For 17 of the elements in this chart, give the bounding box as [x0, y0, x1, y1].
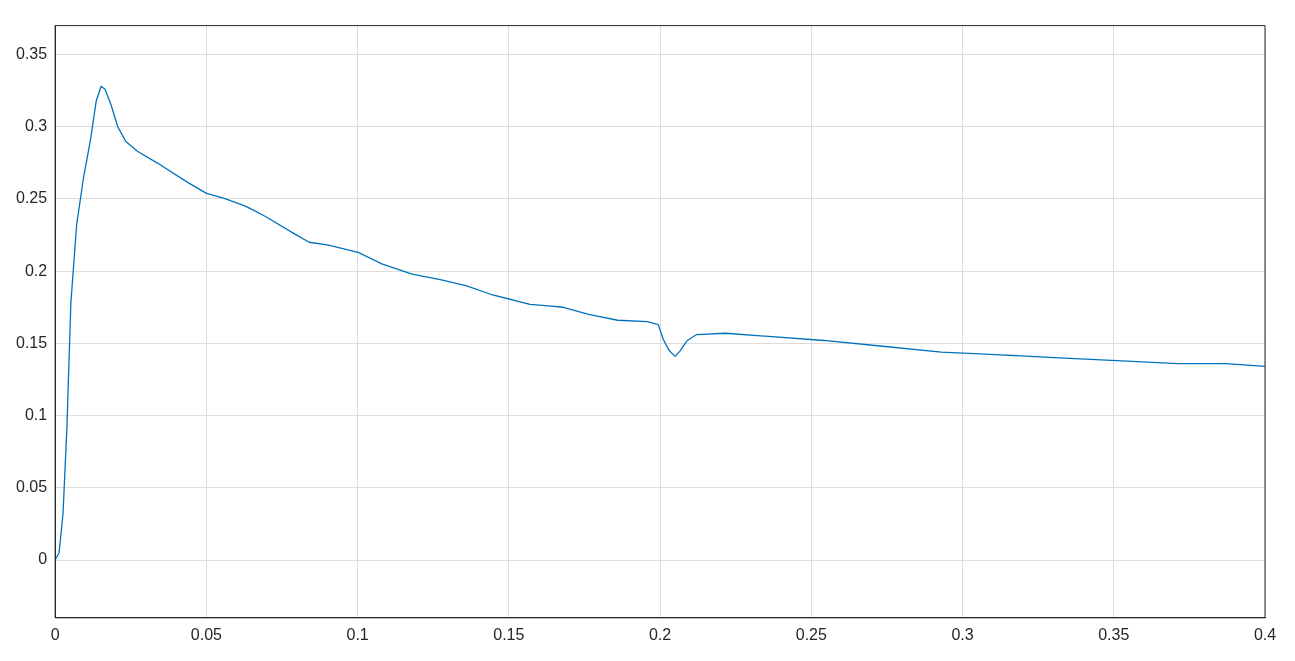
x-tick-label: 0.25 — [795, 625, 827, 643]
y-tick-label: 0.2 — [24, 261, 48, 279]
x-tick-label: 0.05 — [190, 625, 223, 643]
y-tick-label: 0.05 — [16, 478, 48, 496]
x-tick-label: 0.1 — [346, 625, 369, 643]
y-tick-label: 0 — [38, 550, 48, 568]
x-tick-label: 0.4 — [1253, 625, 1277, 643]
y-tick-label: 0.15 — [16, 333, 48, 351]
y-tick-label: 0.25 — [16, 189, 48, 207]
y-tick-label: 0.1 — [24, 405, 48, 423]
y-tick-label: 0.35 — [16, 44, 48, 62]
x-tick-label: 0.3 — [951, 625, 974, 643]
x-tick-label: 0.35 — [1098, 625, 1130, 643]
x-tick-label: 0 — [50, 625, 60, 643]
y-tick-label: 0.3 — [24, 117, 48, 135]
x-tick-label: 0.2 — [648, 625, 672, 643]
x-tick-label: 0.15 — [493, 625, 525, 643]
